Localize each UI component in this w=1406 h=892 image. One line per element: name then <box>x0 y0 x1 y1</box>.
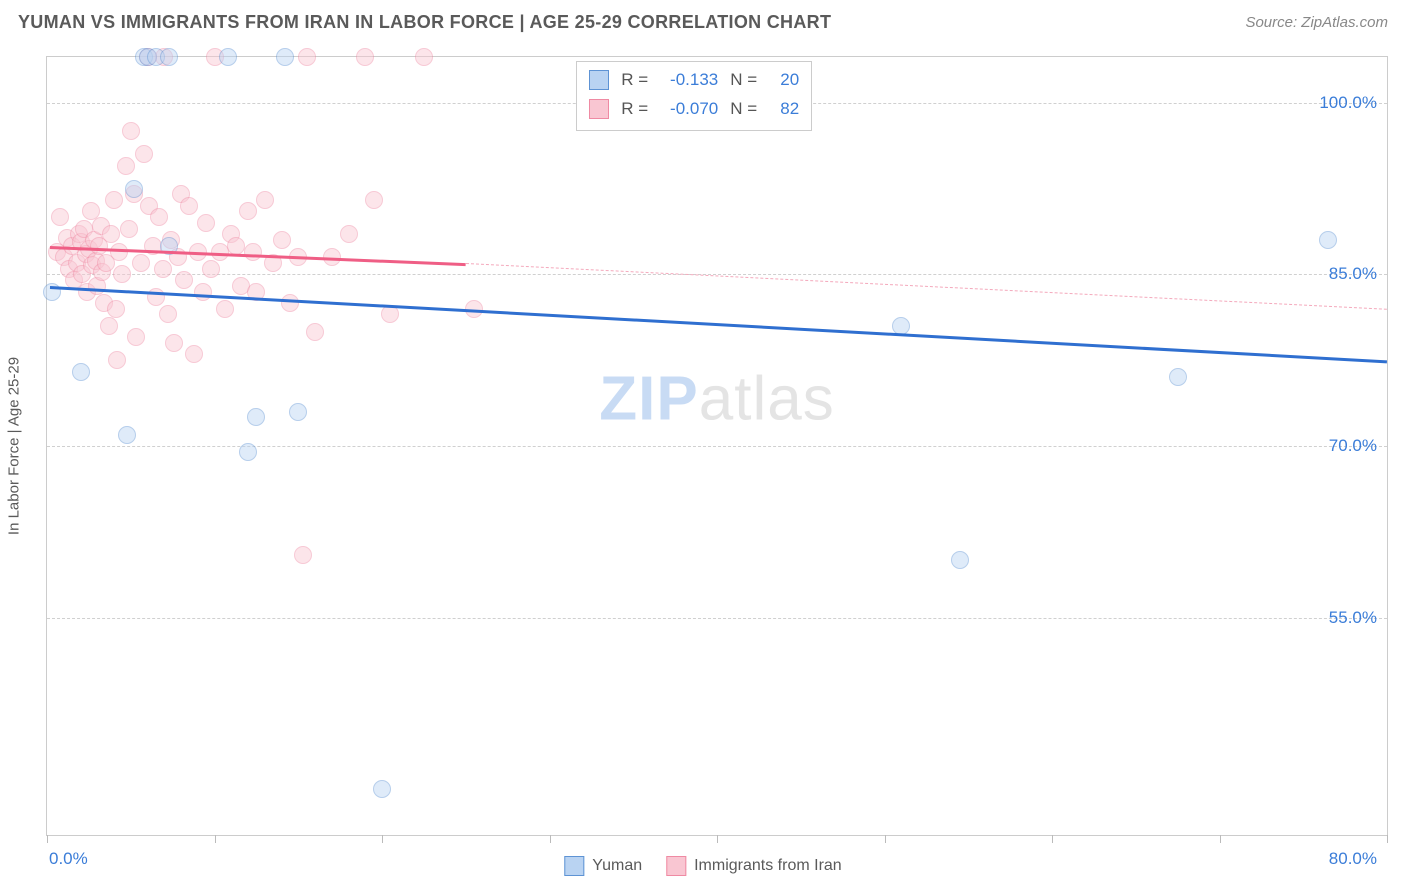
y-tick-label: 70.0% <box>1329 436 1377 456</box>
data-point <box>108 351 126 369</box>
data-point <box>127 328 145 346</box>
legend-stats-box: R = -0.133 N = 20 R = -0.070 N = 82 <box>576 61 812 131</box>
x-tick-mark <box>1052 835 1053 843</box>
x-tick-mark <box>382 835 383 843</box>
x-tick-mark <box>47 835 48 843</box>
chart-title: YUMAN VS IMMIGRANTS FROM IRAN IN LABOR F… <box>18 12 831 33</box>
data-point <box>256 191 274 209</box>
data-point <box>356 48 374 66</box>
data-point <box>211 243 229 261</box>
x-tick-mark <box>550 835 551 843</box>
y-tick-label: 85.0% <box>1329 264 1377 284</box>
data-point <box>239 202 257 220</box>
n-label: N = <box>730 66 757 95</box>
swatch-yuman <box>564 856 584 876</box>
data-point <box>1319 231 1337 249</box>
data-point <box>165 334 183 352</box>
r-label: R = <box>621 95 648 124</box>
data-point <box>120 220 138 238</box>
data-point <box>122 122 140 140</box>
data-point <box>415 48 433 66</box>
r-value-yuman: -0.133 <box>656 66 718 95</box>
legend-row-yuman: R = -0.133 N = 20 <box>589 66 799 95</box>
data-point <box>105 191 123 209</box>
data-point <box>132 254 150 272</box>
data-point <box>117 157 135 175</box>
data-point <box>281 294 299 312</box>
data-point <box>100 317 118 335</box>
data-point <box>306 323 324 341</box>
data-point <box>289 403 307 421</box>
legend-item-iran: Immigrants from Iran <box>666 856 842 876</box>
data-point <box>180 197 198 215</box>
swatch-iran <box>589 99 609 119</box>
data-point <box>118 426 136 444</box>
x-axis-min-label: 0.0% <box>49 849 88 869</box>
source-attribution: Source: ZipAtlas.com <box>1245 14 1388 31</box>
legend-item-yuman: Yuman <box>564 856 642 876</box>
x-tick-mark <box>885 835 886 843</box>
data-point <box>227 237 245 255</box>
data-point <box>202 260 220 278</box>
y-tick-label: 100.0% <box>1319 93 1377 113</box>
data-point <box>219 48 237 66</box>
r-label: R = <box>621 66 648 95</box>
data-point <box>51 208 69 226</box>
data-point <box>72 363 90 381</box>
n-label: N = <box>730 95 757 124</box>
x-tick-mark <box>717 835 718 843</box>
data-point <box>125 180 143 198</box>
data-point <box>247 408 265 426</box>
data-point <box>298 48 316 66</box>
data-point <box>273 231 291 249</box>
data-point <box>113 265 131 283</box>
r-value-iran: -0.070 <box>656 95 718 124</box>
data-point <box>135 145 153 163</box>
data-point <box>294 546 312 564</box>
data-point <box>340 225 358 243</box>
x-tick-mark <box>215 835 216 843</box>
data-point <box>216 300 234 318</box>
legend-label-yuman: Yuman <box>592 857 642 875</box>
data-point <box>365 191 383 209</box>
data-point <box>194 283 212 301</box>
legend-row-iran: R = -0.070 N = 82 <box>589 95 799 124</box>
trend-line <box>466 263 1387 310</box>
data-point <box>102 225 120 243</box>
x-tick-mark <box>1387 835 1388 843</box>
data-point <box>107 300 125 318</box>
data-point <box>951 551 969 569</box>
bottom-legend: Yuman Immigrants from Iran <box>564 856 841 876</box>
plot-area: 55.0%70.0%85.0%100.0% ZIPatlas R = -0.13… <box>46 56 1388 836</box>
gridline <box>47 618 1387 619</box>
x-tick-mark <box>1220 835 1221 843</box>
data-point <box>381 305 399 323</box>
data-point <box>244 243 262 261</box>
data-point <box>175 271 193 289</box>
swatch-iran <box>666 856 686 876</box>
legend-label-iran: Immigrants from Iran <box>694 857 842 875</box>
data-point <box>160 48 178 66</box>
data-point <box>239 443 257 461</box>
trend-line <box>50 286 1387 363</box>
swatch-yuman <box>589 70 609 90</box>
data-point <box>197 214 215 232</box>
data-point <box>276 48 294 66</box>
y-axis-label: In Labor Force | Age 25-29 <box>6 357 23 535</box>
x-axis-max-label: 80.0% <box>1329 849 1377 869</box>
data-point <box>1169 368 1187 386</box>
data-point <box>185 345 203 363</box>
data-point <box>159 305 177 323</box>
n-value-iran: 82 <box>765 95 799 124</box>
data-point <box>150 208 168 226</box>
data-point <box>373 780 391 798</box>
y-tick-label: 55.0% <box>1329 608 1377 628</box>
data-point <box>154 260 172 278</box>
n-value-yuman: 20 <box>765 66 799 95</box>
